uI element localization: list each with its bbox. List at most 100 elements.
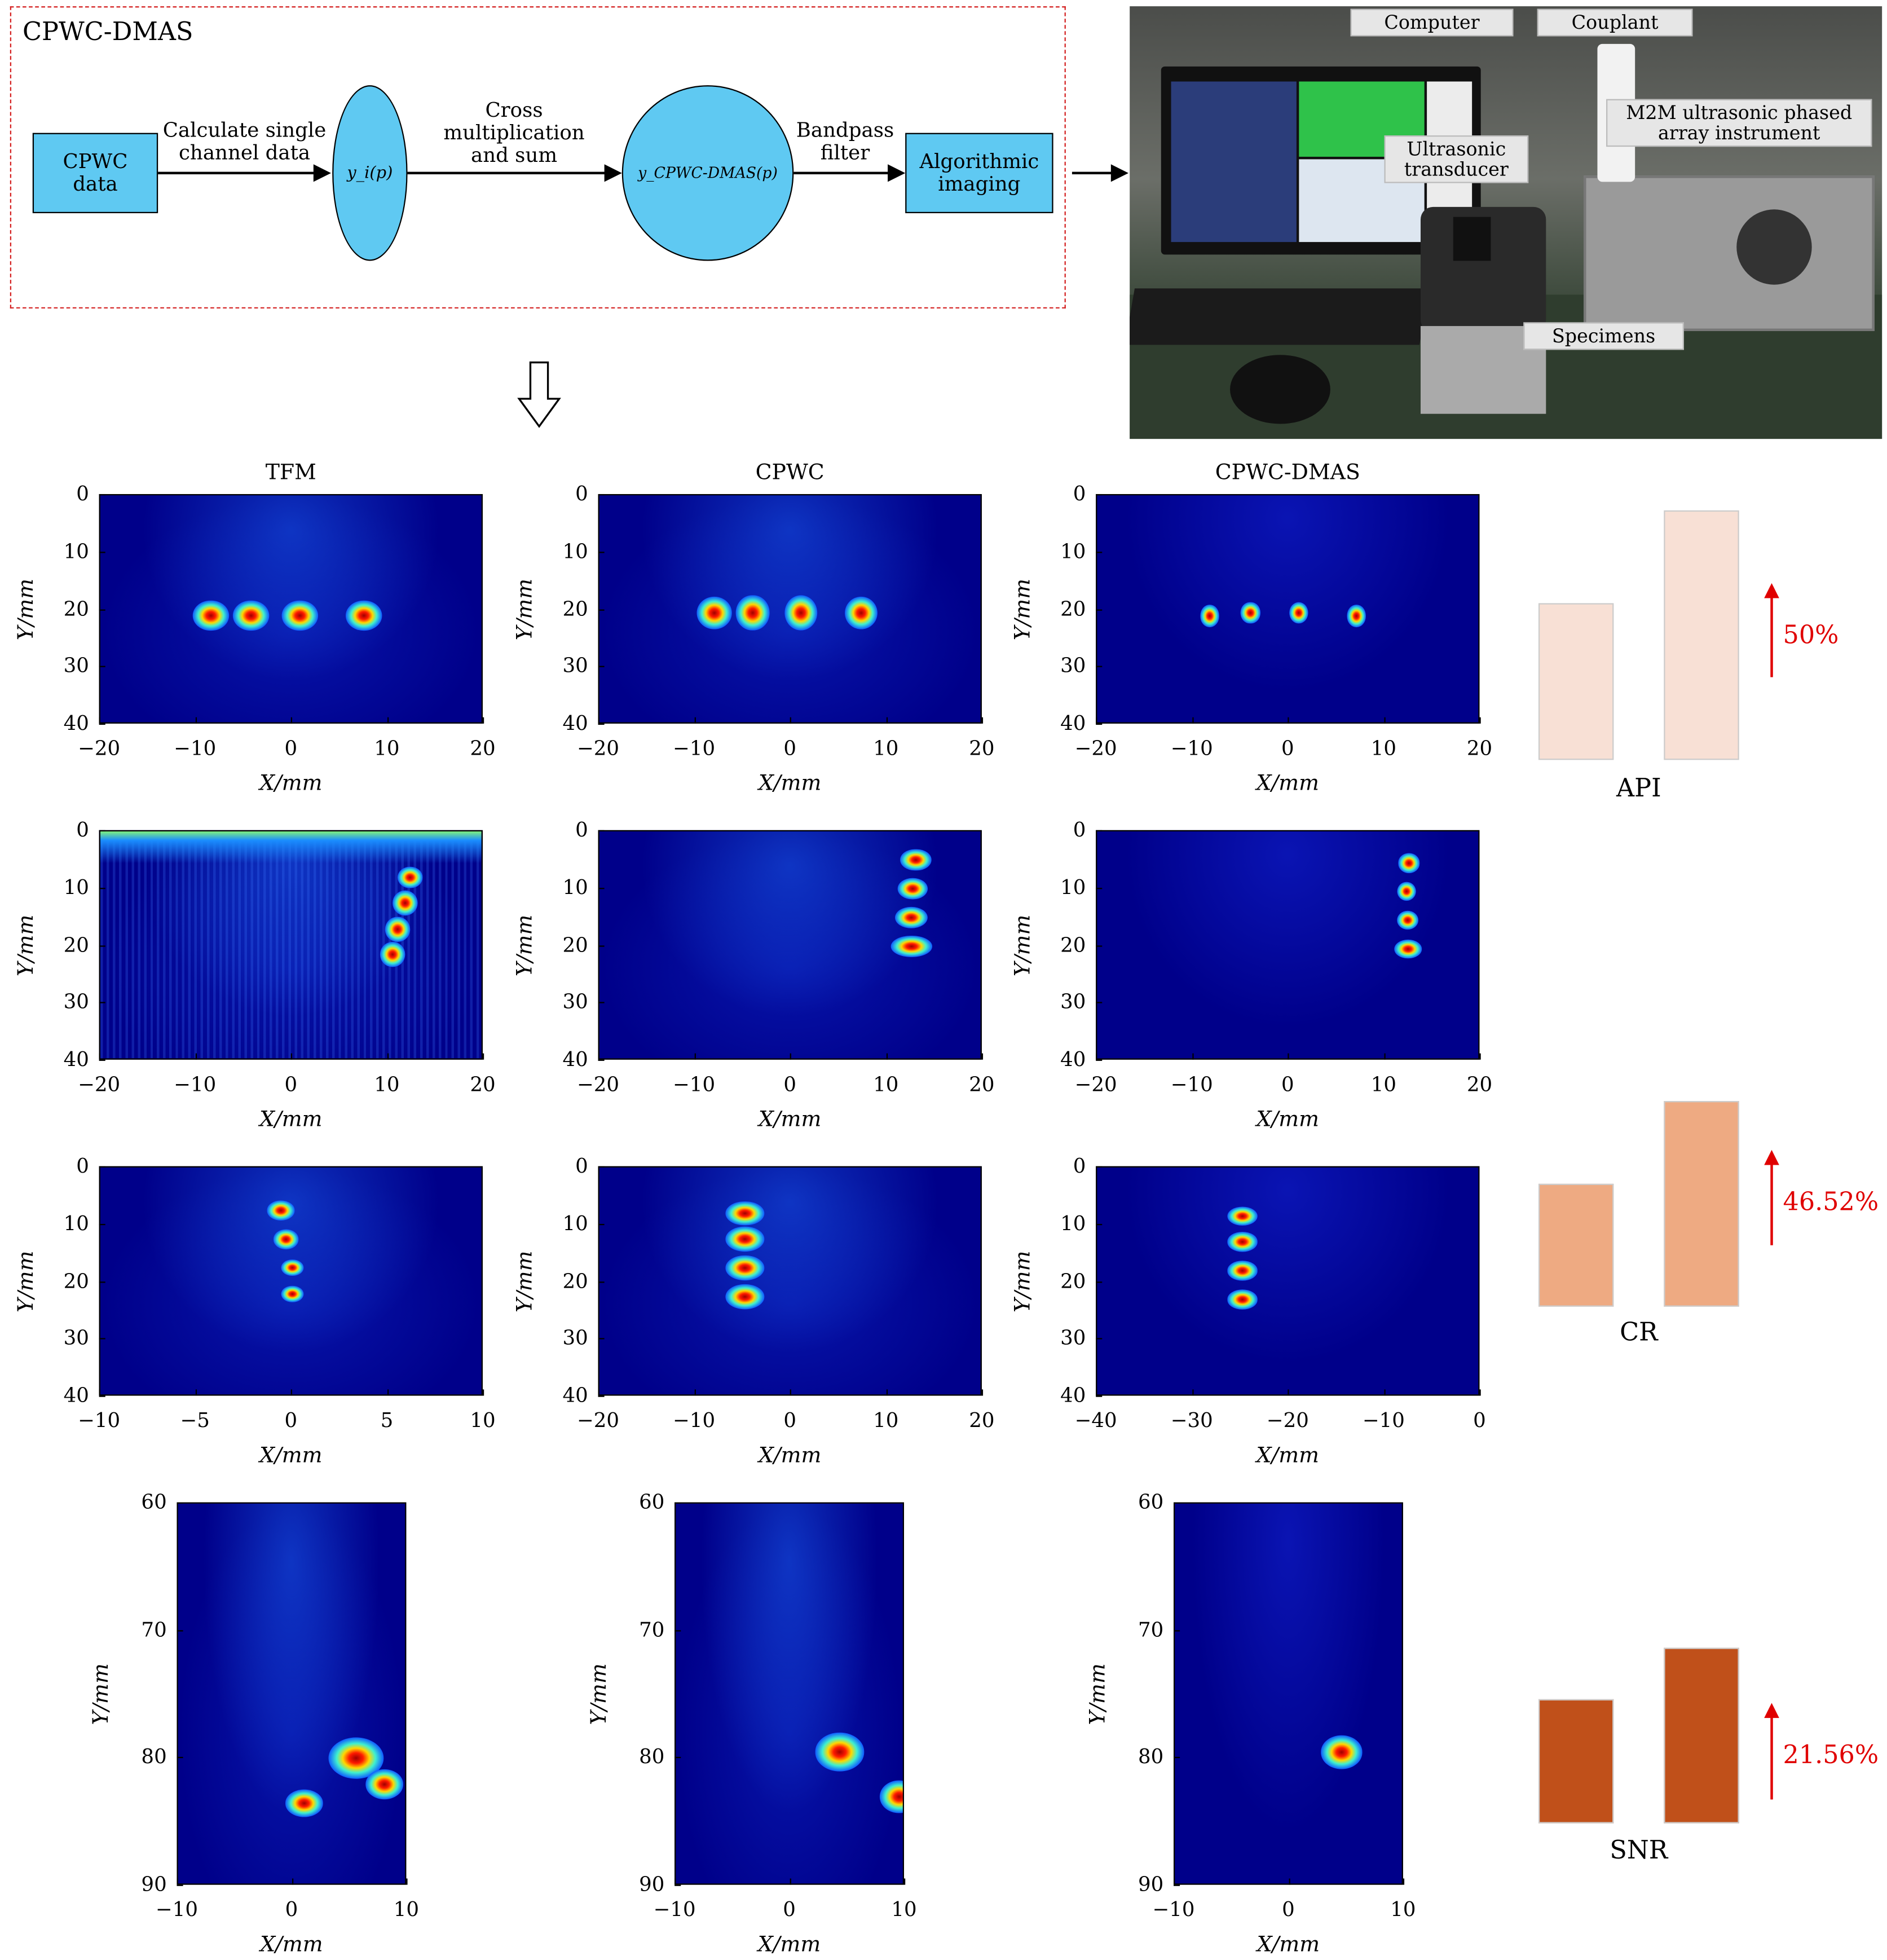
y-axis-label: Y/mm [1010, 578, 1036, 640]
y-tick-label: 0 [575, 481, 588, 505]
x-axis-label: X/mm [757, 1932, 821, 1958]
defect-echo [365, 1769, 404, 1799]
y-tick-mark [1096, 1166, 1103, 1168]
y-tick-mark [598, 494, 605, 496]
up-arrow-icon [1764, 1703, 1779, 1800]
mouse [1230, 355, 1330, 424]
x-tick-label: 0 [783, 1897, 796, 1922]
defect-echo [1394, 939, 1422, 959]
x-tick-mark [1288, 1053, 1289, 1060]
x-tick-mark [386, 717, 389, 724]
x-tick-label: 20 [1466, 736, 1493, 760]
x-tick-label: 0 [1282, 1897, 1295, 1922]
y-tick-label: 10 [1060, 1211, 1086, 1235]
x-tick-mark [1192, 1053, 1193, 1060]
x-tick-label: −5 [180, 1408, 210, 1433]
x-tick-mark [195, 717, 196, 724]
x-tick-mark [598, 1053, 599, 1060]
y-tick-label: 60 [1138, 1490, 1164, 1514]
defect-echo [1396, 910, 1419, 930]
x-tick-label: 10 [374, 736, 400, 760]
x-tick-mark [1479, 1053, 1481, 1060]
y-tick-label: 40 [1060, 1047, 1086, 1071]
x-tick-label: 10 [891, 1897, 917, 1922]
y-tick-label: 80 [1138, 1745, 1164, 1769]
x-tick-mark [981, 717, 984, 724]
x-tick-mark [406, 1878, 408, 1885]
x-tick-mark [694, 1389, 695, 1396]
x-tick-mark [1096, 1053, 1097, 1060]
defect-echo [274, 1229, 299, 1249]
y-tick-label: 20 [1060, 596, 1086, 620]
y-tick-label: 70 [639, 1617, 665, 1641]
y-tick-mark [99, 830, 105, 832]
y-tick-mark [674, 1884, 681, 1886]
defect-echo [380, 942, 405, 967]
x-tick-label: −10 [1152, 1897, 1195, 1922]
y-tick-label: 40 [1060, 711, 1086, 735]
x-tick-label: −40 [1074, 1408, 1117, 1433]
x-tick-label: −10 [1170, 736, 1213, 760]
y-tick-mark [598, 1395, 605, 1397]
defect-echo [346, 600, 382, 631]
ultrasonic-transducer [1453, 217, 1491, 261]
y-tick-label: 40 [1060, 1383, 1086, 1407]
x-tick-mark [1192, 717, 1193, 724]
y-axis-label: Y/mm [513, 578, 538, 640]
y-tick-mark [99, 494, 105, 496]
image-panel-cpwc-row1 [598, 494, 982, 724]
photo-label-instrument: M2M ultrasonic phased array instrument [1606, 99, 1872, 147]
defect-echo [725, 1227, 765, 1252]
improvement-snr: 21.56% [1783, 1739, 1879, 1770]
x-tick-label: 5 [380, 1408, 394, 1433]
x-tick-label: 0 [284, 1072, 298, 1096]
y-tick-label: 30 [562, 989, 588, 1014]
defect-echo [281, 1259, 303, 1276]
x-tick-label: 20 [470, 1072, 496, 1096]
y-tick-label: 80 [141, 1745, 167, 1769]
x-tick-label: 0 [783, 1408, 797, 1433]
image-panel-tfm-row3 [99, 1166, 483, 1396]
y-tick-mark [177, 1884, 183, 1886]
y-tick-label: 40 [63, 1383, 89, 1407]
y-tick-label: 40 [63, 1047, 89, 1071]
image-panel-tfm-row4 [177, 1502, 407, 1885]
photo-label-couplant: Couplant [1537, 8, 1693, 37]
photo-label-transducer: Ultrasonic transducer [1384, 135, 1529, 183]
x-tick-mark [290, 1053, 293, 1060]
up-arrow-icon [1764, 1149, 1779, 1245]
x-tick-label: −10 [673, 736, 716, 760]
y-tick-label: 30 [63, 653, 89, 678]
x-tick-label: 10 [1370, 1072, 1397, 1096]
defect-echo [393, 891, 418, 916]
y-tick-label: 10 [63, 1211, 89, 1235]
defect-echo [1397, 882, 1417, 901]
x-tick-mark [99, 1053, 100, 1060]
x-tick-label: −10 [673, 1408, 716, 1433]
defect-echo [1227, 1261, 1258, 1281]
x-tick-mark [195, 1053, 196, 1060]
y-tick-label: 30 [562, 1325, 588, 1350]
defect-echo [1397, 853, 1420, 873]
y-tick-label: 0 [1073, 1153, 1086, 1178]
snr-bar-cpwc-dmas [1664, 1648, 1739, 1824]
x-tick-label: 0 [284, 1408, 298, 1433]
x-axis-label: X/mm [1256, 1932, 1320, 1958]
y-tick-mark [674, 1629, 681, 1631]
y-tick-label: 0 [76, 481, 89, 505]
y-tick-mark [99, 1002, 105, 1004]
x-tick-label: −10 [1170, 1072, 1213, 1096]
y-tick-label: 90 [639, 1872, 665, 1896]
y-tick-label: 10 [1060, 875, 1086, 899]
y-tick-label: 70 [141, 1617, 167, 1641]
y-tick-mark [598, 1002, 605, 1004]
x-tick-label: −20 [1074, 1072, 1117, 1096]
monitor [1161, 66, 1481, 255]
x-tick-mark [1096, 1389, 1097, 1396]
x-tick-mark [885, 1389, 887, 1396]
y-tick-label: 0 [76, 817, 89, 842]
y-tick-mark [1096, 887, 1103, 889]
y-tick-label: 30 [63, 989, 89, 1014]
x-tick-mark [1096, 717, 1097, 724]
